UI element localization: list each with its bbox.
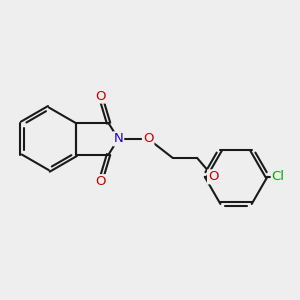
Text: Cl: Cl bbox=[272, 170, 285, 183]
Text: O: O bbox=[143, 132, 153, 145]
Text: O: O bbox=[95, 175, 106, 188]
Text: O: O bbox=[95, 90, 106, 103]
Text: O: O bbox=[208, 170, 218, 183]
Text: N: N bbox=[113, 132, 123, 145]
